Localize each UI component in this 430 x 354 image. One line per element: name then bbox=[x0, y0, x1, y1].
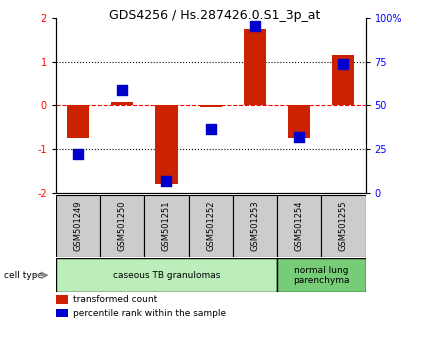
Bar bbox=[288, 105, 310, 138]
Point bbox=[74, 151, 81, 156]
Bar bbox=[111, 102, 133, 105]
Text: GDS4256 / Hs.287426.0.S1_3p_at: GDS4256 / Hs.287426.0.S1_3p_at bbox=[109, 9, 321, 22]
Bar bbox=[332, 55, 354, 105]
Bar bbox=[56, 309, 68, 317]
Point bbox=[340, 61, 347, 67]
Bar bbox=[233, 195, 277, 257]
Bar bbox=[189, 195, 233, 257]
Text: GSM501250: GSM501250 bbox=[118, 200, 127, 251]
Bar bbox=[56, 258, 277, 292]
Bar bbox=[144, 195, 189, 257]
Point bbox=[163, 178, 170, 183]
Bar bbox=[200, 105, 222, 107]
Text: GSM501249: GSM501249 bbox=[74, 200, 83, 251]
Point bbox=[207, 127, 214, 132]
Text: cell type: cell type bbox=[4, 271, 43, 280]
Bar bbox=[277, 195, 321, 257]
Bar bbox=[244, 29, 266, 105]
Text: caseous TB granulomas: caseous TB granulomas bbox=[113, 271, 220, 280]
Bar bbox=[56, 195, 100, 257]
Bar bbox=[277, 258, 366, 292]
Text: percentile rank within the sample: percentile rank within the sample bbox=[73, 309, 226, 318]
Bar bbox=[321, 195, 366, 257]
Text: GSM501252: GSM501252 bbox=[206, 200, 215, 251]
Text: transformed count: transformed count bbox=[73, 295, 157, 304]
Bar bbox=[67, 105, 89, 138]
Bar bbox=[56, 295, 68, 304]
Point bbox=[296, 134, 303, 140]
Bar bbox=[155, 105, 178, 184]
Point bbox=[119, 87, 126, 93]
Text: GSM501253: GSM501253 bbox=[250, 200, 259, 251]
Text: GSM501254: GSM501254 bbox=[295, 200, 304, 251]
Bar bbox=[100, 195, 144, 257]
Text: GSM501255: GSM501255 bbox=[339, 200, 348, 251]
Point bbox=[252, 23, 258, 28]
Text: GSM501251: GSM501251 bbox=[162, 200, 171, 251]
Text: normal lung
parenchyma: normal lung parenchyma bbox=[293, 266, 350, 285]
